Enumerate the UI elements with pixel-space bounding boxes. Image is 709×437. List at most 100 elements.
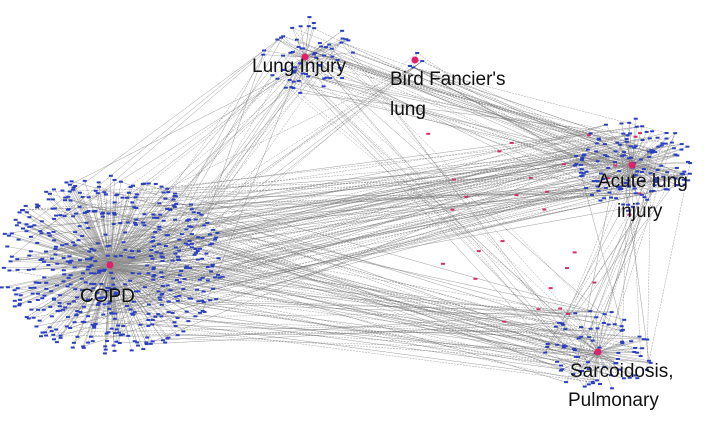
- edge: [562, 157, 632, 325]
- leaf-node: [159, 252, 164, 255]
- leaf-node: [120, 333, 125, 336]
- edge: [307, 76, 565, 346]
- leaf-node: [195, 258, 200, 261]
- leaf-node: [88, 258, 93, 261]
- leaf-node: [187, 267, 192, 270]
- leaf-node: [177, 294, 182, 297]
- leaf-node: [159, 303, 164, 306]
- leaf-node: [174, 279, 179, 282]
- leaf-node: [189, 203, 194, 206]
- edge: [167, 126, 643, 190]
- edge: [67, 286, 620, 370]
- leaf-node: [625, 134, 630, 137]
- leaf-node: [187, 225, 192, 228]
- spoke: [304, 56, 324, 87]
- leaf-node: [612, 323, 617, 326]
- leaf-node: [311, 21, 316, 24]
- edge: [294, 67, 625, 379]
- leaf-node: [175, 317, 180, 320]
- leaf-node: [82, 211, 87, 214]
- leaf-node: [420, 60, 425, 63]
- leaf-node: [146, 312, 151, 315]
- hub-node: [301, 53, 309, 61]
- leaf-node: [16, 238, 21, 241]
- leaf-node: [172, 195, 177, 198]
- leaf-node: [27, 254, 32, 257]
- leaf-node: [165, 187, 170, 190]
- leaf-node: [103, 345, 108, 348]
- leaf-node: [321, 85, 326, 88]
- leaf-node: [157, 243, 162, 246]
- leaf-node: [598, 382, 603, 385]
- leaf-node: [61, 269, 66, 272]
- edge: [283, 36, 636, 176]
- edge: [282, 55, 565, 346]
- leaf-node: [205, 221, 210, 224]
- nodes: [0, 16, 693, 390]
- leaf-node: [573, 312, 578, 315]
- leaf-node: [579, 168, 584, 171]
- spoke: [109, 188, 168, 266]
- leaf-node: [150, 318, 155, 321]
- leaf-node: [172, 321, 177, 324]
- leaf-node: [133, 223, 138, 226]
- spoke: [631, 164, 634, 207]
- leaf-node: [18, 298, 23, 301]
- leaf-node: [634, 125, 639, 128]
- leaf-node: [202, 224, 207, 227]
- edge: [352, 52, 597, 144]
- leaf-node: [262, 49, 267, 52]
- edge: [72, 36, 284, 217]
- leaf-node: [80, 272, 85, 275]
- edge: [142, 183, 625, 321]
- leaf-node: [175, 255, 180, 258]
- leaf-node: [196, 236, 201, 239]
- leaf-node: [612, 160, 617, 163]
- leaf-node: [68, 199, 73, 202]
- leaf-node: [95, 291, 100, 294]
- leaf-node: [66, 195, 71, 198]
- leaf-node: [58, 214, 63, 217]
- leaf-node: [216, 273, 221, 276]
- spoke: [631, 164, 654, 192]
- leaf-node: [85, 268, 90, 271]
- leaf-node: [60, 189, 65, 192]
- leaf-node: [602, 197, 607, 200]
- leaf-node: [641, 167, 646, 170]
- edge: [294, 70, 582, 337]
- leaf-node: [58, 294, 63, 297]
- leaf-node: [114, 291, 119, 294]
- leaf-node: [629, 340, 634, 343]
- spoke: [620, 144, 633, 166]
- edge: [52, 208, 558, 362]
- edge: [81, 52, 316, 237]
- leaf-node: [8, 260, 13, 263]
- shared-node: [502, 320, 507, 323]
- leaf-node: [92, 325, 97, 328]
- leaf-node: [67, 183, 72, 186]
- leaf-node: [38, 230, 43, 233]
- edge: [422, 60, 608, 157]
- edge: [646, 150, 652, 370]
- leaf-node: [89, 247, 94, 250]
- leaf-node: [80, 320, 85, 323]
- leaf-node: [173, 218, 178, 221]
- leaf-node: [102, 191, 107, 194]
- leaf-node: [71, 300, 76, 303]
- spoke: [109, 185, 134, 266]
- leaf-node: [283, 86, 288, 89]
- leaf-node: [146, 318, 151, 321]
- leaf-node: [69, 259, 74, 262]
- leaf-node: [165, 207, 170, 210]
- leaf-node: [596, 189, 601, 192]
- edge: [99, 55, 284, 271]
- edge: [290, 52, 582, 328]
- edge: [56, 168, 582, 216]
- leaf-node: [98, 270, 103, 273]
- leaf-node: [113, 255, 118, 258]
- leaf-node: [626, 179, 631, 182]
- leaf-node: [7, 269, 12, 272]
- edge: [169, 187, 606, 210]
- leaf-node: [13, 218, 18, 221]
- leaf-node: [77, 205, 82, 208]
